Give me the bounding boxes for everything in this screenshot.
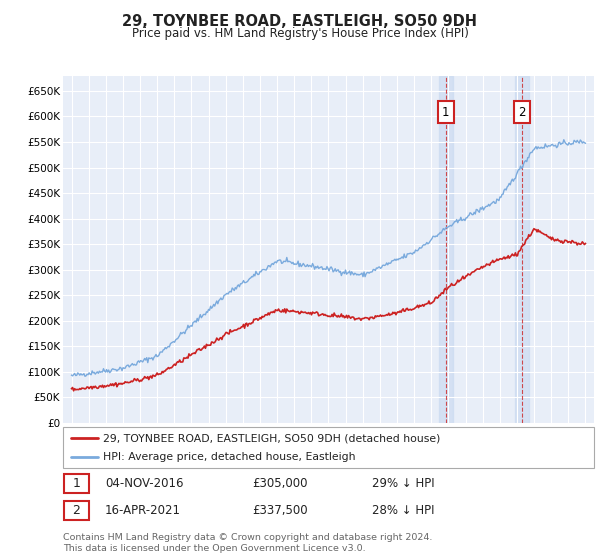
Text: 29, TOYNBEE ROAD, EASTLEIGH, SO50 9DH: 29, TOYNBEE ROAD, EASTLEIGH, SO50 9DH — [122, 14, 478, 29]
Text: Price paid vs. HM Land Registry's House Price Index (HPI): Price paid vs. HM Land Registry's House … — [131, 27, 469, 40]
Text: 29% ↓ HPI: 29% ↓ HPI — [372, 477, 434, 490]
Text: 16-APR-2021: 16-APR-2021 — [105, 503, 181, 517]
Text: 2: 2 — [73, 503, 80, 517]
Text: 2: 2 — [518, 105, 526, 119]
Text: Contains HM Land Registry data © Crown copyright and database right 2024.
This d: Contains HM Land Registry data © Crown c… — [63, 533, 433, 553]
Text: 28% ↓ HPI: 28% ↓ HPI — [372, 503, 434, 517]
Text: 29, TOYNBEE ROAD, EASTLEIGH, SO50 9DH (detached house): 29, TOYNBEE ROAD, EASTLEIGH, SO50 9DH (d… — [103, 433, 440, 443]
Text: £337,500: £337,500 — [252, 503, 308, 517]
Text: 1: 1 — [73, 477, 80, 490]
Text: 1: 1 — [442, 105, 449, 119]
Text: £305,000: £305,000 — [252, 477, 308, 490]
Text: 04-NOV-2016: 04-NOV-2016 — [105, 477, 184, 490]
Bar — [439, 76, 452, 423]
Bar — [515, 76, 529, 423]
Text: HPI: Average price, detached house, Eastleigh: HPI: Average price, detached house, East… — [103, 452, 355, 461]
